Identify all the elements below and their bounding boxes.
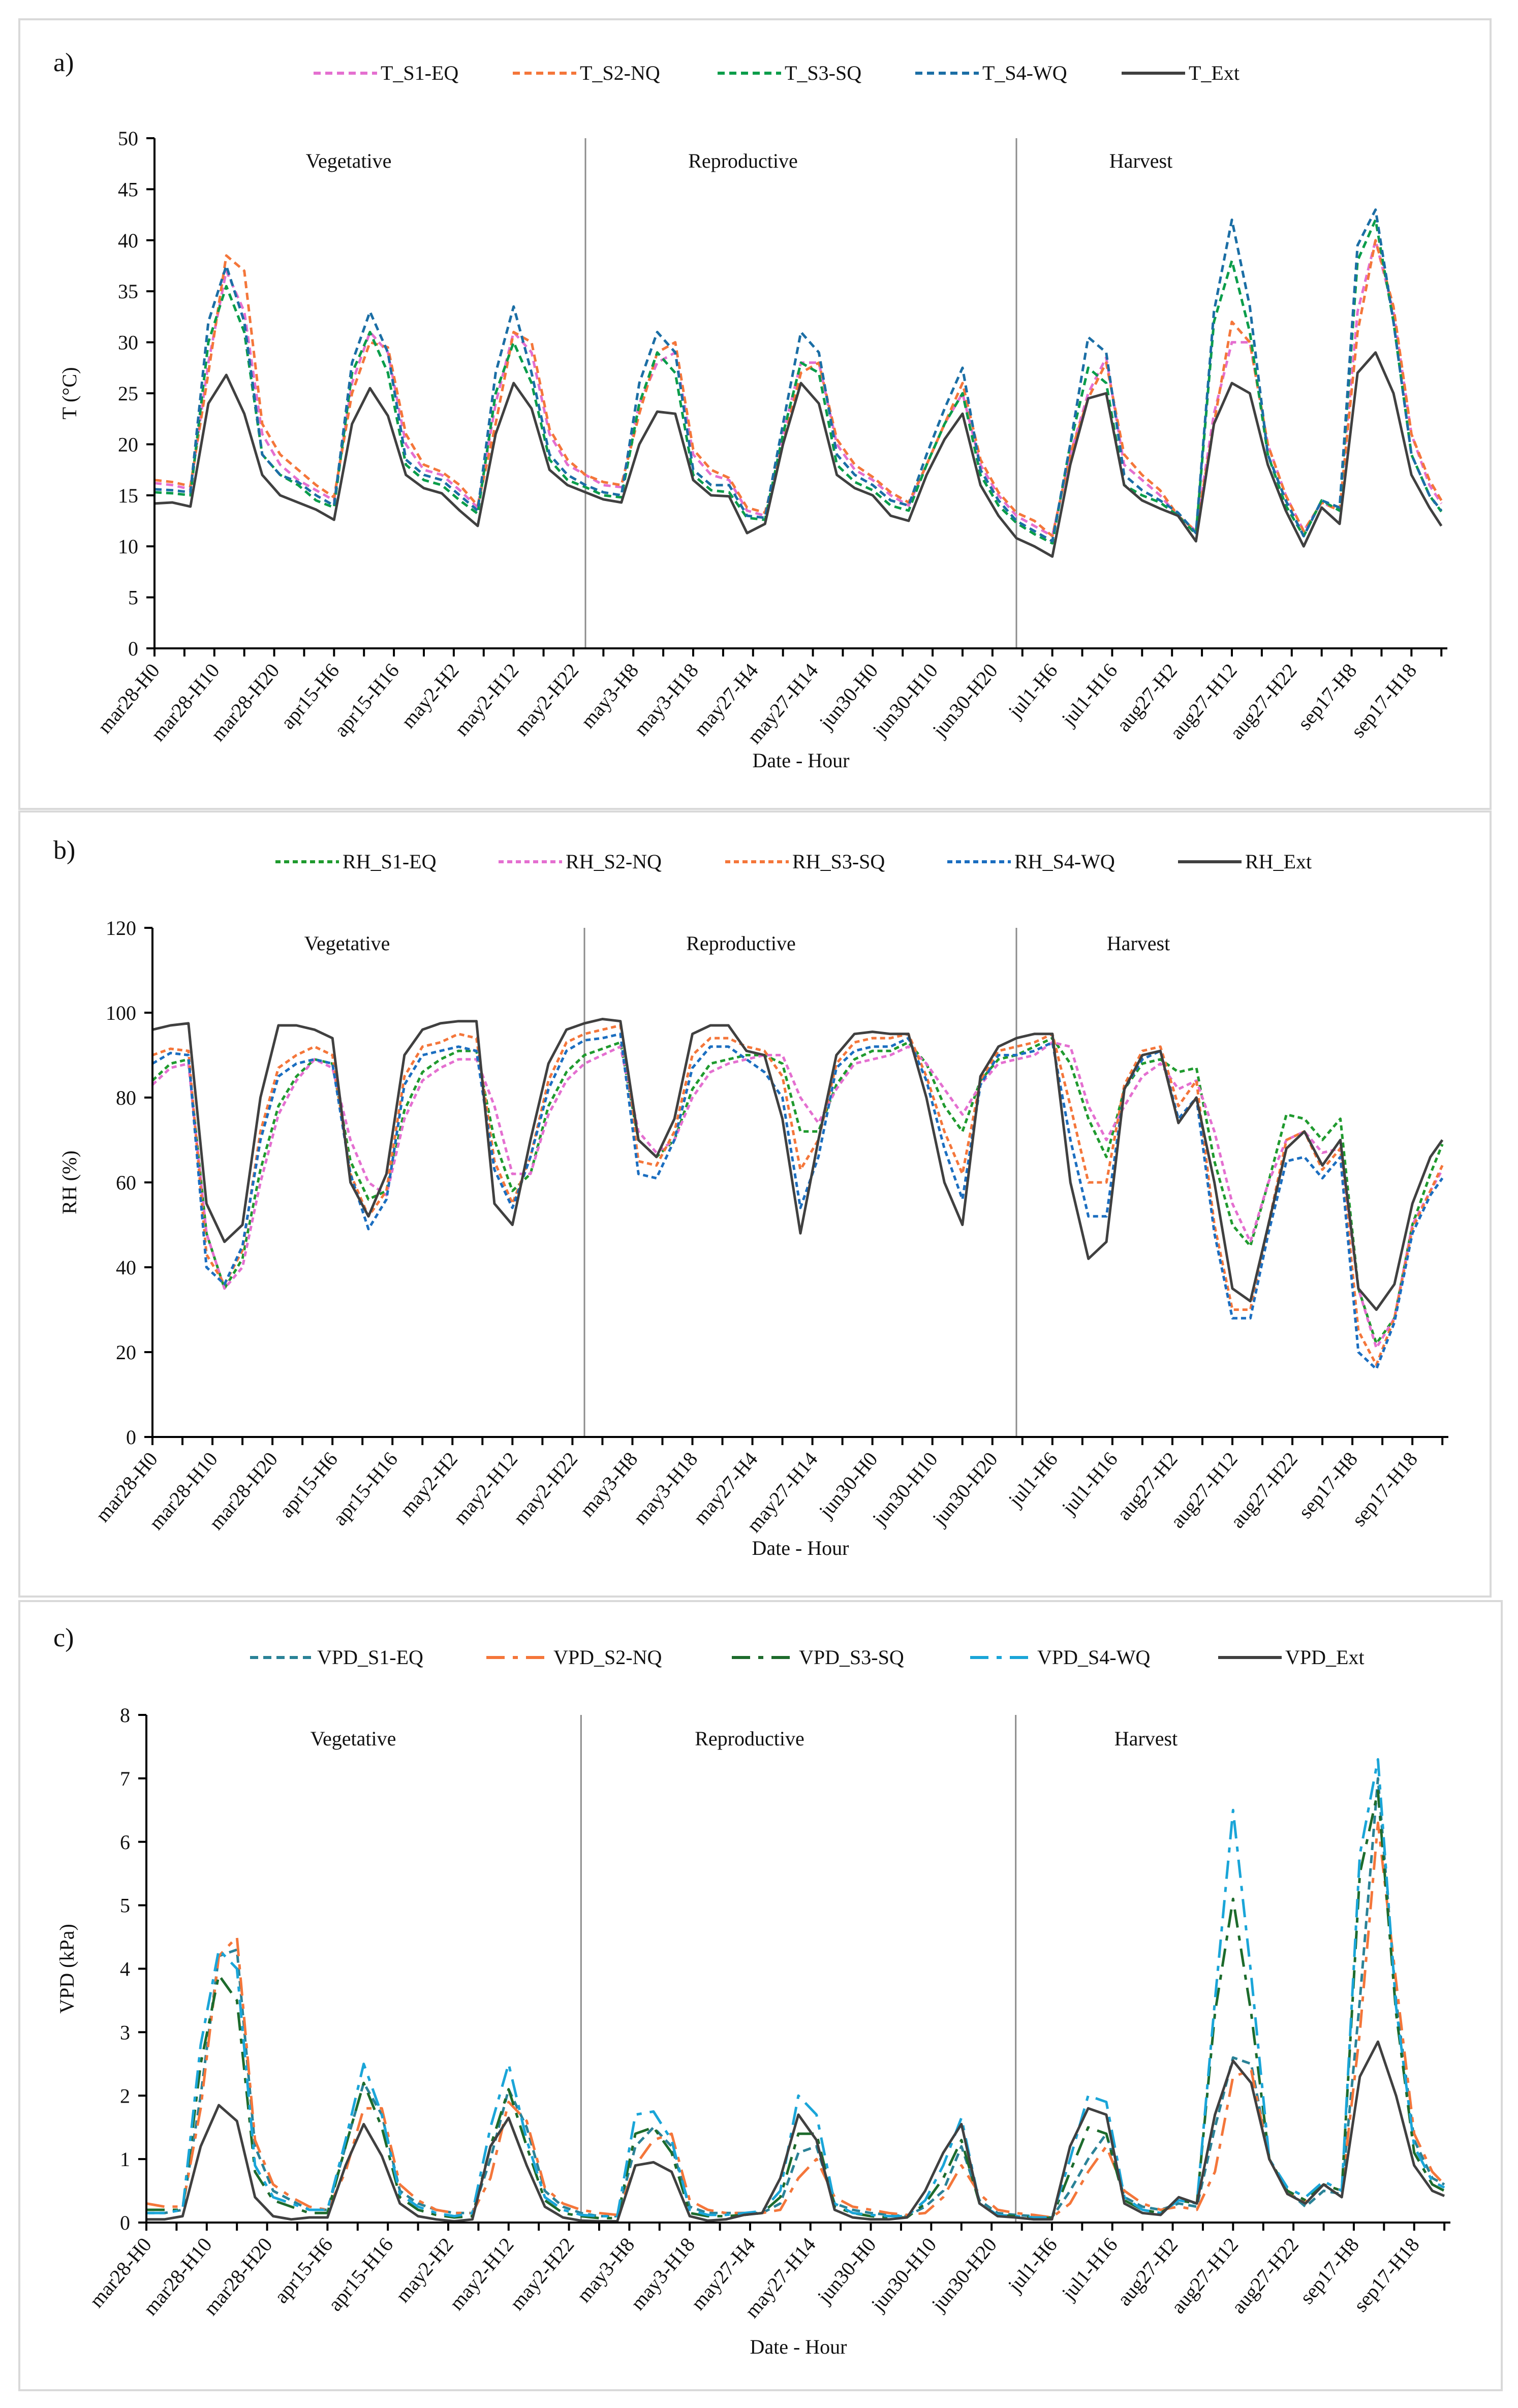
legend-label: VPD_Ext [1285, 1646, 1365, 1669]
series-line-VPD_S4-WQ [146, 1758, 1445, 2219]
panel-label: a) [53, 48, 74, 77]
y-tick-label: 0 [120, 2211, 130, 2234]
legend-item: RH_S3-SQ [725, 850, 885, 873]
series-line-RH_Ext [152, 1018, 1444, 1311]
legend-label: T_S1-EQ [381, 61, 458, 84]
y-tick-label: 80 [116, 1086, 136, 1109]
legend-label: VPD_S4-WQ [1037, 1646, 1150, 1669]
phase-label: Reproductive [688, 149, 798, 172]
y-tick-label: 40 [118, 229, 138, 252]
legend-item: RH_S4-WQ [947, 850, 1115, 873]
y-tick-label: 15 [118, 484, 138, 507]
legend-item: VPD_Ext [1218, 1646, 1365, 1669]
legend-label: RH_S2-NQ [566, 850, 662, 873]
x-axis-title: Date - Hour [750, 2335, 847, 2358]
y-tick-label: 30 [118, 331, 138, 354]
legend-item: T_S2-NQ [513, 61, 660, 84]
y-tick-label: 0 [126, 1426, 136, 1449]
y-tick-label: 5 [128, 586, 138, 609]
y-tick-label: 6 [120, 1831, 130, 1854]
y-tick-label: 60 [116, 1171, 136, 1194]
y-tick-label: 40 [116, 1256, 136, 1279]
y-tick-label: 120 [106, 917, 136, 940]
y-axis-title: T (°C) [58, 367, 81, 419]
panel-label: c) [53, 1623, 74, 1652]
series-line-T_Ext [154, 351, 1443, 558]
y-tick-label: 4 [120, 1958, 130, 1981]
legend-item: T_S4-WQ [915, 61, 1067, 84]
series-line-T_S3-SQ [154, 218, 1443, 545]
legend-item: RH_S2-NQ [499, 850, 662, 873]
phase-label: Vegetative [306, 149, 392, 172]
phase-label: Reproductive [695, 1727, 804, 1750]
x-axis-title: Date - Hour [752, 1537, 849, 1559]
panel-c: c) VPD_S1-EQ VPD_S2-NQ VPD_S3-SQ VPD_S4-WQ VP… [18, 1600, 1503, 2391]
y-axis-title: VPD (kPa) [55, 1924, 78, 2014]
y-tick-label: 3 [120, 2021, 130, 2044]
y-tick-label: 100 [106, 1002, 136, 1024]
legend-label: RH_S1-EQ [343, 850, 437, 873]
panel-frame [18, 18, 1492, 810]
series-line-VPD_S1-EQ [146, 1777, 1445, 2219]
legend-label: RH_Ext [1245, 850, 1312, 873]
y-tick-label: 2 [120, 2084, 130, 2107]
legend-item: RH_Ext [1178, 850, 1312, 873]
legend-label: T_Ext [1189, 61, 1240, 84]
panel-frame [18, 1600, 1503, 2391]
panel-frame [18, 810, 1492, 1598]
legend-label: RH_S3-SQ [792, 850, 885, 873]
y-tick-label: 25 [118, 382, 138, 405]
legend-item: T_S1-EQ [314, 61, 458, 84]
phase-label: Vegetative [304, 932, 390, 955]
legend-item: VPD_S3-SQ [732, 1646, 904, 1669]
phase-label: Vegetative [311, 1727, 396, 1750]
series-line-VPD_S2-NQ [146, 1821, 1445, 2219]
series-line-VPD_S3-SQ [146, 1790, 1445, 2219]
legend-label: T_S4-WQ [982, 61, 1067, 84]
x-axis-title: Date - Hour [752, 749, 849, 772]
series-line-RH_S2-NQ [151, 1041, 1444, 1350]
y-tick-label: 1 [120, 2148, 130, 2171]
y-tick-label: 20 [118, 433, 138, 456]
series-line-VPD_Ext [146, 2040, 1445, 2223]
legend-label: VPD_S3-SQ [799, 1646, 904, 1669]
series-line-RH_S4-WQ [151, 1033, 1444, 1370]
legend-item: T_S3-SQ [718, 61, 861, 84]
series-line-T_S2-NQ [154, 239, 1443, 538]
panel-b: b) RH_S1-EQ RH_S2-NQ RH_S3-SQ RH_S4-WQ RH_Ext… [18, 810, 1492, 1598]
y-tick-label: 10 [118, 535, 138, 558]
legend-item: T_Ext [1122, 61, 1240, 84]
y-tick-label: 5 [120, 1894, 130, 1917]
y-axis-title: RH (%) [58, 1150, 81, 1214]
phase-label: Reproductive [686, 932, 796, 955]
legend-label: VPD_S1-EQ [317, 1646, 423, 1669]
phase-label: Harvest [1107, 932, 1170, 955]
legend-item: VPD_S1-EQ [250, 1646, 423, 1669]
y-tick-label: 8 [120, 1704, 130, 1727]
y-tick-label: 50 [118, 127, 138, 150]
series-line-RH_S1-EQ [151, 1037, 1444, 1345]
legend-item: RH_S1-EQ [275, 850, 437, 873]
legend-label: T_S2-NQ [580, 61, 660, 84]
legend-item: VPD_S2-NQ [486, 1646, 662, 1669]
series-line-T_S4-WQ [154, 208, 1443, 543]
phase-label: Harvest [1109, 149, 1172, 172]
legend-label: VPD_S2-NQ [553, 1646, 662, 1669]
legend-label: T_S3-SQ [785, 61, 861, 84]
phase-label: Harvest [1114, 1727, 1178, 1750]
panel-label: b) [53, 836, 75, 865]
y-tick-label: 45 [118, 178, 138, 201]
panel-a: a) T_S1-EQ T_S2-NQ T_S3-SQ T_S4-WQ T_Ext 0 5 10 1… [18, 18, 1492, 810]
y-tick-label: 0 [128, 637, 138, 660]
legend-item: VPD_S4-WQ [970, 1646, 1150, 1669]
legend-label: RH_S4-WQ [1014, 850, 1115, 873]
y-tick-label: 7 [120, 1767, 130, 1790]
y-tick-label: 35 [118, 280, 138, 303]
y-tick-label: 20 [116, 1341, 136, 1364]
